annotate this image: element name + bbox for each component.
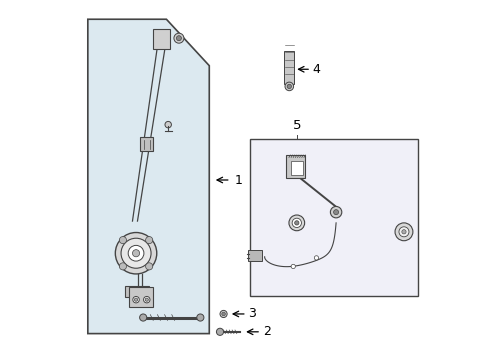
Bar (247, 250, 262, 261)
Circle shape (197, 314, 204, 321)
Circle shape (128, 246, 144, 261)
Text: 4: 4 (313, 63, 321, 76)
Bar (250, 139, 418, 296)
Circle shape (217, 328, 223, 336)
Circle shape (294, 221, 299, 225)
Polygon shape (88, 19, 209, 334)
Circle shape (292, 218, 301, 228)
Text: 3: 3 (248, 307, 256, 320)
Circle shape (115, 233, 157, 274)
Circle shape (334, 210, 339, 215)
Circle shape (330, 206, 342, 218)
Bar (286, 155, 305, 178)
Circle shape (285, 82, 294, 91)
Circle shape (146, 237, 153, 244)
Text: 5: 5 (293, 119, 301, 132)
Bar (284, 51, 294, 84)
Bar (140, 137, 153, 151)
Circle shape (120, 237, 126, 244)
Circle shape (145, 298, 148, 301)
Circle shape (132, 249, 140, 257)
Text: 2: 2 (263, 325, 271, 338)
Circle shape (314, 256, 319, 260)
Circle shape (291, 264, 295, 269)
Text: 1: 1 (234, 174, 242, 186)
Bar (291, 161, 302, 175)
Circle shape (402, 230, 406, 234)
Circle shape (165, 121, 172, 128)
Circle shape (220, 310, 227, 318)
Circle shape (120, 263, 126, 270)
Circle shape (140, 314, 147, 321)
Circle shape (133, 296, 139, 303)
Circle shape (399, 227, 409, 237)
Bar (153, 29, 171, 49)
Circle shape (222, 312, 225, 316)
Circle shape (176, 36, 181, 41)
Circle shape (146, 263, 153, 270)
Circle shape (174, 33, 184, 43)
Circle shape (287, 84, 292, 89)
Circle shape (144, 296, 150, 303)
Circle shape (395, 223, 413, 241)
Bar (125, 286, 148, 297)
Circle shape (121, 238, 151, 268)
Bar (129, 287, 153, 307)
Circle shape (289, 215, 305, 231)
Circle shape (134, 298, 138, 301)
